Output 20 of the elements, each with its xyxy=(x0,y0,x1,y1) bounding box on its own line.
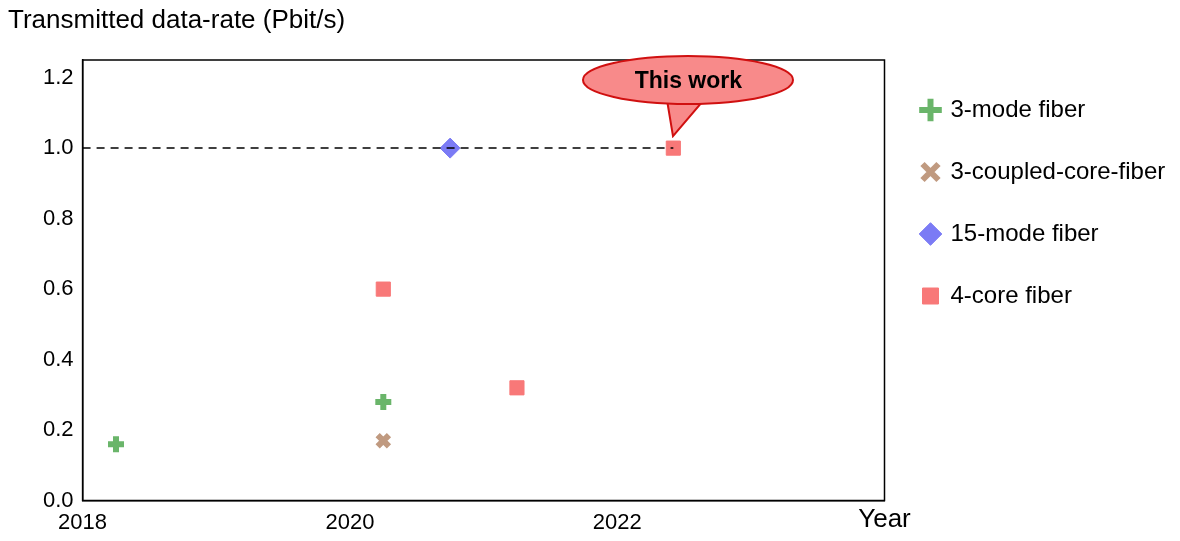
point xyxy=(665,140,681,156)
legend-label: 15-mode fiber xyxy=(950,218,1099,246)
point xyxy=(439,137,461,159)
y-tick-label: 0.2 xyxy=(42,416,74,442)
y-axis-title: Transmitted data-rate (Pbit/s) xyxy=(8,4,346,35)
x-tick-label: 2020 xyxy=(325,508,375,534)
y-tick-label: 1.2 xyxy=(42,63,74,89)
point xyxy=(375,281,391,297)
annotation: This work xyxy=(633,66,743,94)
y-tick-label: 0.4 xyxy=(42,345,74,371)
y-tick-label: 0.8 xyxy=(42,204,74,230)
point xyxy=(509,380,525,396)
y-tick-label: 0.6 xyxy=(42,275,74,301)
x-axis-title: Year xyxy=(858,502,912,533)
legend-label: 3-coupled-core-fiber xyxy=(950,156,1166,184)
legend-label: 4-core fiber xyxy=(950,280,1072,308)
y-tick-label: 1.0 xyxy=(42,134,74,160)
point xyxy=(374,432,392,450)
legend-label: 3-mode fiber xyxy=(950,94,1086,122)
x-tick-label: 2022 xyxy=(592,508,642,534)
